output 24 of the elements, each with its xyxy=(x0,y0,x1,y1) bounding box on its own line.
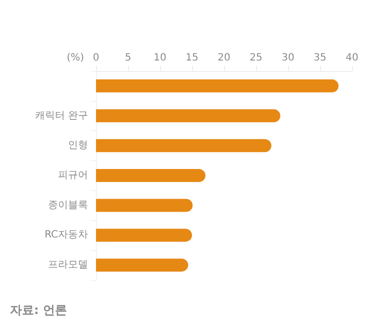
text: 자료: 언론 xyxy=(10,303,67,317)
x-tick-label: 0 xyxy=(92,52,100,64)
x-tick-label: 25 xyxy=(250,52,262,64)
bar xyxy=(96,169,206,182)
y-tick-label: 캐릭터 완구 xyxy=(34,110,88,122)
x-tick-label: 30 xyxy=(282,52,294,64)
y-tick-label: 피규어 xyxy=(58,170,88,181)
x-axis-title: (%) xyxy=(66,52,84,64)
y-tick-label: 프라모델 xyxy=(48,260,88,271)
y-tick-label: RC자동차 xyxy=(44,230,88,241)
bar xyxy=(96,109,280,122)
x-tick-label: 40 xyxy=(346,52,358,64)
bar xyxy=(96,258,188,272)
bar xyxy=(96,79,339,92)
x-tick-label: 15 xyxy=(186,52,198,64)
bar xyxy=(96,139,272,152)
x-tick-label: 10 xyxy=(154,52,166,64)
x-tick-label: 20 xyxy=(218,52,230,64)
x-tick-label: 35 xyxy=(314,52,326,64)
x-tick-label: 5 xyxy=(124,52,132,64)
y-tick-label: 종이블록 xyxy=(48,200,88,211)
bar xyxy=(96,228,192,242)
bar xyxy=(96,198,193,212)
y-tick-label: 인형 xyxy=(68,140,88,152)
